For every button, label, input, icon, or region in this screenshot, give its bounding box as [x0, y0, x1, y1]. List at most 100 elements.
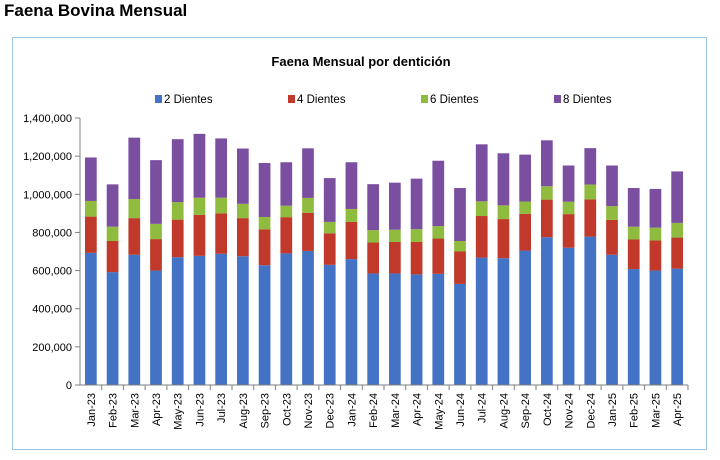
bar-segment-4-dientes: [215, 213, 228, 254]
bar-segment-6-dientes: [323, 221, 336, 234]
bar-segment-6-dientes: [215, 197, 228, 214]
bar-segment-2-dientes: [367, 273, 380, 385]
legend-label: 8 Dientes: [563, 94, 612, 106]
bar-segment-2-dientes: [302, 250, 314, 385]
y-tick-label: 600,000: [32, 266, 72, 278]
bar-segment-8-dientes: [562, 165, 575, 202]
bar-segment-6-dientes: [649, 227, 662, 241]
y-tick-label: 0: [66, 380, 72, 392]
y-tick-label: 1,200,000: [23, 151, 72, 163]
bar-segment-8-dientes: [388, 182, 401, 230]
bar-segment-4-dientes: [540, 199, 553, 238]
y-axis: 0 200,000 400,000 600,000 800,000 1,000,000 1,…: [23, 113, 81, 392]
bar-segment-8-dientes: [106, 184, 119, 227]
bar-segment-8-dientes: [432, 160, 445, 227]
bar-segment-2-dientes: [454, 283, 466, 385]
y-tick-label: 1,400,000: [23, 113, 72, 125]
bar-segment-6-dientes: [671, 222, 684, 238]
x-tick-label: Mar-23: [129, 393, 141, 428]
bar-segment-6-dientes: [150, 223, 162, 240]
bar-segment-8-dientes: [519, 154, 532, 202]
bar-segment-8-dientes: [236, 148, 249, 204]
bar-segment-8-dientes: [193, 133, 206, 198]
x-tick-label: Jun-23: [194, 393, 206, 427]
legend-swatch: [288, 95, 295, 103]
bar-segment-6-dientes: [475, 201, 488, 217]
bar-segment-6-dientes: [106, 226, 119, 242]
bar-segment-6-dientes: [584, 184, 597, 200]
bar-segment-2-dientes: [475, 257, 488, 385]
bar-segment-4-dientes: [432, 238, 445, 274]
bar-segment-4-dientes: [454, 251, 466, 284]
bar-segment-2-dientes: [519, 250, 532, 385]
legend-label: 2 Dientes: [164, 94, 213, 106]
x-tick-label: Oct-23: [281, 393, 293, 426]
x-tick-label: Jan-24: [346, 393, 358, 427]
bar-segment-4-dientes: [106, 241, 119, 273]
bar-segment-6-dientes: [193, 197, 206, 215]
bar-segment-2-dientes: [193, 255, 206, 385]
bar-segment-8-dientes: [410, 178, 423, 230]
bar-segment-4-dientes: [280, 217, 293, 254]
bar-segment-8-dientes: [649, 188, 662, 228]
bar-segment-8-dientes: [671, 171, 684, 223]
bar-segment-8-dientes: [323, 178, 336, 222]
bar-segment-6-dientes: [497, 205, 510, 220]
x-tick-label: Aug-23: [238, 393, 250, 428]
bar-segment-2-dientes: [106, 272, 119, 385]
bar-segment-8-dientes: [475, 144, 488, 202]
bar-segment-2-dientes: [432, 273, 445, 385]
bar-segment-2-dientes: [128, 254, 141, 385]
x-tick-label: May-23: [173, 393, 185, 430]
x-tick-label: Oct-24: [542, 393, 554, 426]
x-tick-label: Nov-23: [303, 393, 315, 428]
bar-segment-2-dientes: [280, 253, 293, 385]
bar-segment-4-dientes: [410, 241, 423, 275]
bar-segment-6-dientes: [84, 200, 97, 217]
bar-segment-8-dientes: [584, 148, 597, 185]
x-tick-label: Jun-24: [455, 393, 467, 427]
x-tick-label: Sep-24: [520, 393, 532, 428]
x-tick-label: Feb-23: [108, 393, 120, 428]
x-tick-label: Jan-25: [607, 393, 619, 427]
bar-segment-2-dientes: [84, 252, 97, 385]
bar-segment-8-dientes: [128, 137, 141, 200]
bar-segment-8-dientes: [606, 165, 618, 207]
bar-segment-8-dientes: [367, 184, 380, 231]
bar-segment-2-dientes: [171, 257, 184, 385]
bar-segment-6-dientes: [258, 216, 271, 230]
bar-segment-2-dientes: [215, 253, 228, 385]
x-tick-label: Dec-23: [325, 393, 337, 428]
legend-label: 6 Dientes: [430, 94, 479, 106]
bar-segment-6-dientes: [128, 199, 141, 219]
x-tick-label: Jul-23: [216, 393, 228, 423]
bar-segment-4-dientes: [497, 219, 510, 259]
x-tick-label: Mar-24: [390, 393, 402, 428]
bar-segment-4-dientes: [150, 239, 162, 271]
bar-segment-6-dientes: [454, 241, 466, 252]
y-tick-label: 200,000: [32, 342, 72, 354]
bar-segment-6-dientes: [519, 201, 532, 214]
bar-segment-8-dientes: [150, 160, 162, 224]
stacked-bar-chart: Faena Mensual por dentición 2 Dientes 4 D…: [23, 54, 689, 430]
bar-segment-8-dientes: [171, 139, 184, 203]
x-tick-label: Feb-25: [629, 393, 641, 428]
x-tick-label: Apr-23: [151, 393, 163, 426]
bar-segment-4-dientes: [193, 214, 206, 256]
x-tick-label: Aug-24: [498, 393, 510, 428]
bar-segment-4-dientes: [128, 218, 141, 255]
bar-segment-6-dientes: [562, 201, 575, 215]
bar-segment-2-dientes: [410, 274, 423, 385]
bar-segment-2-dientes: [584, 236, 597, 385]
bar-segment-4-dientes: [606, 219, 618, 255]
legend-label: 4 Dientes: [297, 94, 346, 106]
page-heading: Faena Bovina Mensual: [4, 1, 188, 20]
chart-title: Faena Mensual por dentición: [271, 54, 450, 69]
bar-segment-4-dientes: [671, 237, 684, 269]
x-tick-label: Dec-24: [585, 393, 597, 428]
bar-segment-6-dientes: [236, 203, 249, 219]
bar-segment-8-dientes: [345, 162, 358, 209]
bar-segment-4-dientes: [388, 241, 401, 274]
legend-swatch: [155, 95, 162, 103]
bar-segment-8-dientes: [280, 162, 293, 206]
